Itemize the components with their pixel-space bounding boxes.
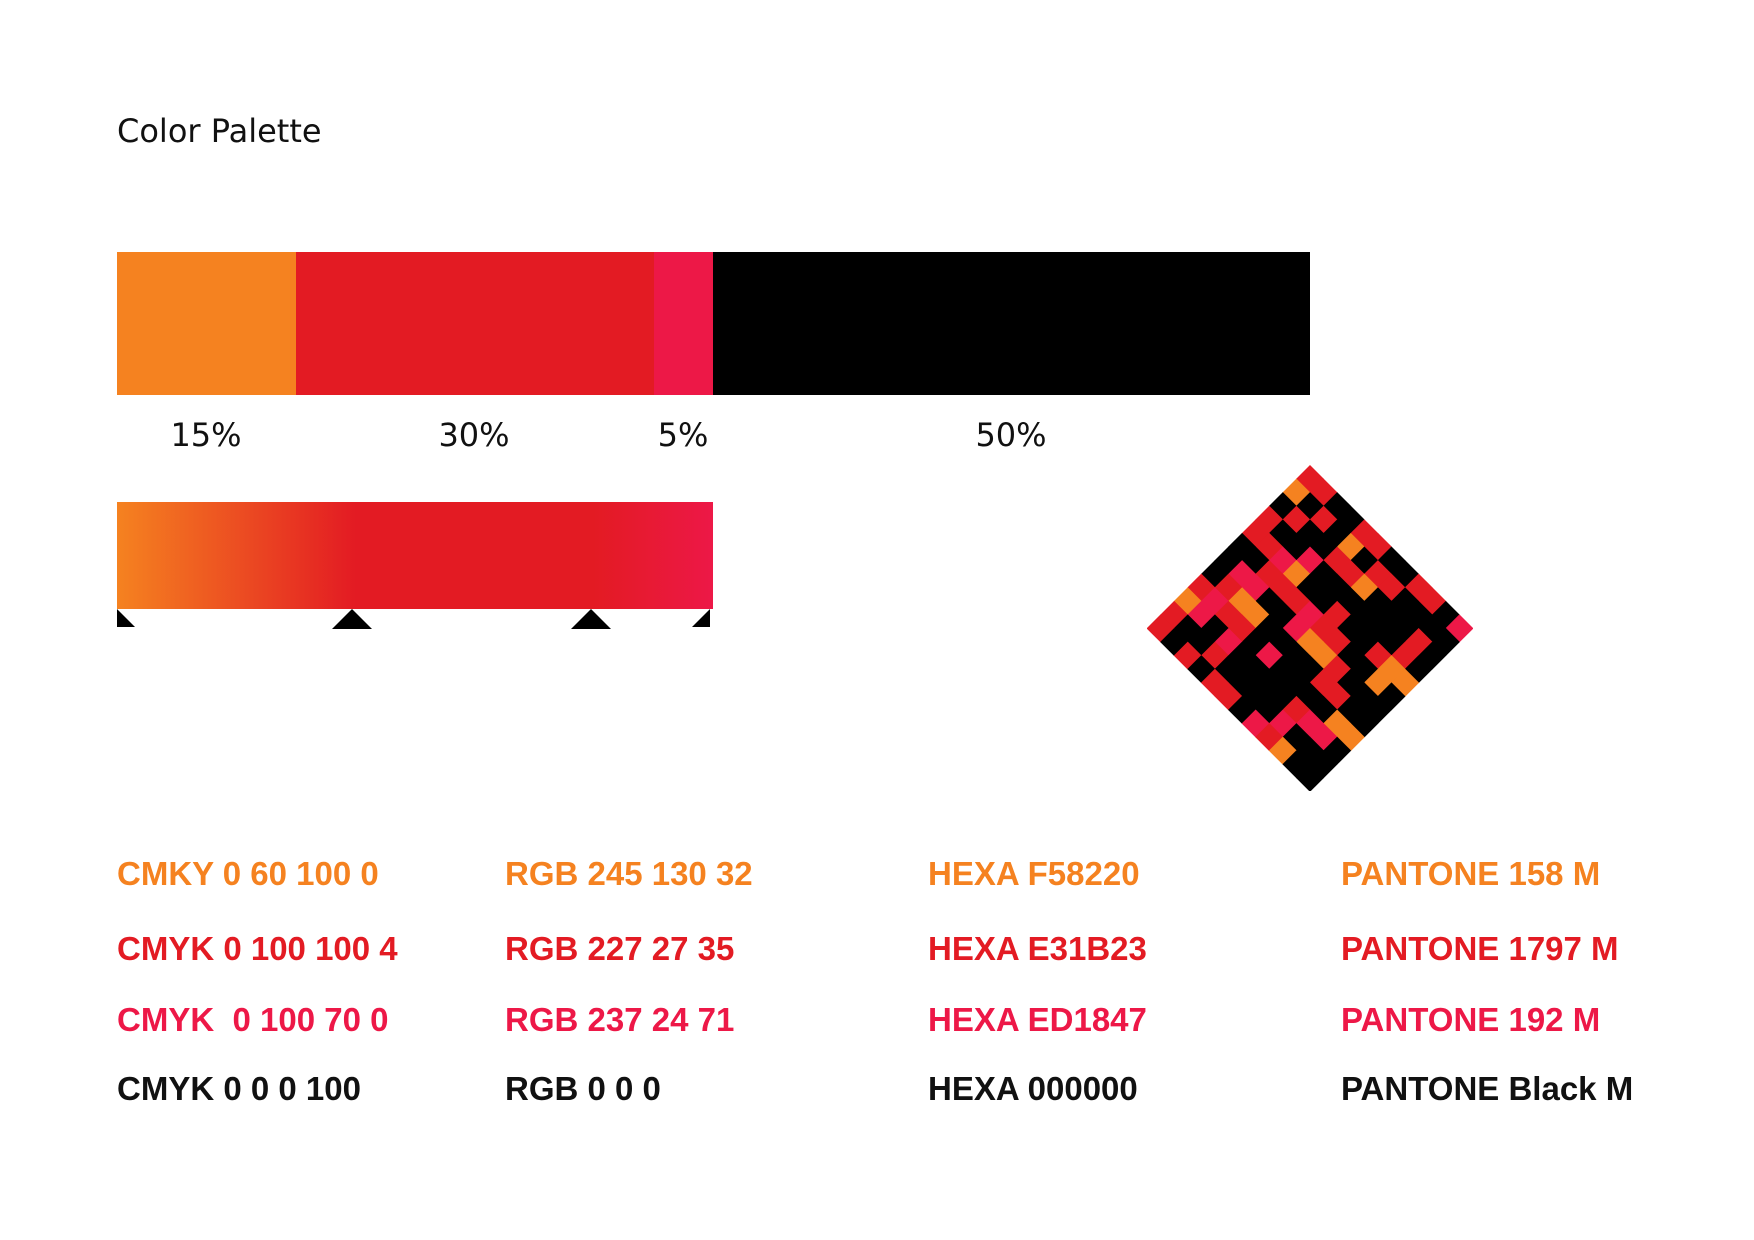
proportion-segment-red — [295, 252, 654, 395]
percent-label-orange: 15% — [170, 416, 242, 454]
gradient-stop-marker[interactable] — [117, 609, 135, 627]
mosaic-graphic — [1146, 465, 1474, 792]
proportion-segment-orange — [117, 252, 296, 395]
spec-pantone: PANTONE 192 M — [1341, 1001, 1601, 1038]
percent-label-pink: 5% — [657, 416, 709, 454]
spec-cmyk: CMYK 0 100 100 4 — [117, 930, 398, 967]
percent-label-black: 50% — [975, 416, 1047, 454]
spec-cmyk: CMKY 0 60 100 0 — [117, 855, 379, 892]
spec-rgb: RGB 0 0 0 — [505, 1070, 661, 1107]
spec-rgb: RGB 227 27 35 — [505, 930, 735, 967]
spec-pantone: PANTONE 1797 M — [1341, 930, 1619, 967]
spec-rgb: RGB 237 24 71 — [505, 1001, 735, 1038]
mosaic-tile — [1160, 628, 1189, 657]
spec-hexa: HEXA F58220 — [928, 855, 1140, 892]
gradient-stop-marker[interactable] — [571, 609, 611, 629]
spec-pantone: PANTONE 158 M — [1341, 855, 1601, 892]
proportion-segment-black — [713, 252, 1310, 395]
gradient-stop-marker[interactable] — [332, 609, 372, 629]
proportion-segment-pink — [653, 252, 714, 395]
proportion-bar — [117, 252, 1310, 395]
mosaic-tile — [1295, 763, 1325, 792]
spec-cmyk: CMYK 0 0 0 100 — [117, 1070, 361, 1107]
gradient-bar — [117, 502, 713, 609]
spec-pantone: PANTONE Black M — [1341, 1070, 1634, 1107]
spec-rgb: RGB 245 130 32 — [505, 855, 753, 892]
spec-hexa: HEXA 000000 — [928, 1070, 1138, 1107]
spec-hexa: HEXA E31B23 — [928, 930, 1147, 967]
pixel-mosaic-diamond — [1146, 465, 1474, 792]
spec-hexa: HEXA ED1847 — [928, 1001, 1147, 1038]
spec-cmyk: CMYK 0 100 70 0 — [117, 1001, 389, 1038]
gradient-stop-marker[interactable] — [692, 609, 710, 627]
page-title: Color Palette — [117, 112, 322, 150]
percent-label-red: 30% — [438, 416, 510, 454]
